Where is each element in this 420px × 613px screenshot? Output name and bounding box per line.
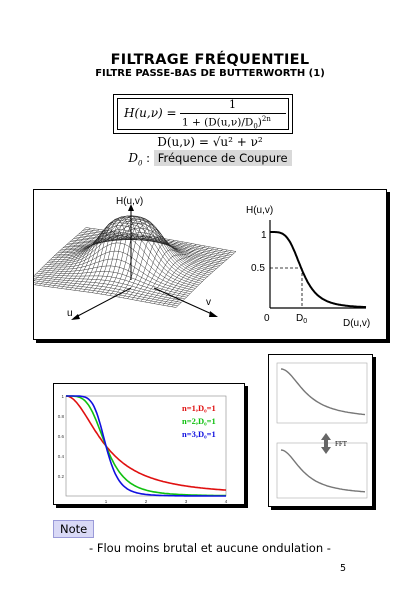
- surface-z-arrow: [128, 204, 134, 211]
- surface-mesh-line: [149, 246, 210, 303]
- x-tick-label: 4: [225, 499, 228, 504]
- plot-area-border: [65, 395, 227, 497]
- fft-bottom-panel: [276, 442, 368, 499]
- fft-illustration: FFT: [268, 354, 373, 507]
- surface-mesh-line: [153, 247, 215, 304]
- surface-mesh-line: [65, 232, 126, 290]
- surface-mesh-line: [43, 229, 104, 287]
- formula-denominator: 1 + (D(u,ν)/D0)2n: [182, 115, 271, 131]
- surface-mesh-line: [162, 249, 223, 306]
- surface-mesh-line: [171, 250, 232, 307]
- surface-mesh-line: [167, 249, 228, 307]
- fft-top-panel: [276, 362, 368, 424]
- surface-mesh-line: [39, 229, 100, 286]
- surface-mesh-line: [92, 215, 153, 293]
- surface-u-axis: [73, 287, 132, 319]
- fraction-bar: [180, 113, 286, 114]
- surface-mesh-line: [78, 222, 140, 292]
- series-line-n3: [66, 395, 226, 497]
- surface-v-label: v: [206, 297, 211, 308]
- formula-lhs: H(u,ν) =: [124, 106, 177, 120]
- legend-entry: n=1,D₀=1: [182, 403, 216, 413]
- y-tick-label: 0.8: [58, 414, 65, 419]
- surface-u-label: u: [67, 308, 73, 319]
- surface-mesh-line: [96, 215, 157, 294]
- surface-mesh-line: [34, 228, 95, 285]
- note-caption: - Flou moins brutal et aucune ondulation…: [89, 541, 331, 555]
- series-line-n1: [65, 395, 227, 491]
- note-badge: Note: [53, 520, 95, 538]
- surface-mesh-line: [114, 220, 175, 297]
- page-title: FILTRAGE FRÉQUENTIEL: [110, 52, 310, 68]
- distance-definition: D(u,ν) = √u² + ν²: [157, 135, 263, 149]
- cutoff-definition: D0 : Fréquence de Coupure: [0, 150, 420, 168]
- surface-mesh-line: [131, 243, 193, 300]
- y-tick-label: 0.2: [58, 474, 65, 479]
- surface-mesh-line: [64, 218, 215, 271]
- x-tick-label: 1: [105, 499, 108, 504]
- surface-mesh-line: [109, 218, 170, 296]
- surface-mesh-line: [61, 232, 122, 289]
- surface-mesh-line: [140, 245, 201, 302]
- butterworth-profile-curve: [270, 231, 367, 309]
- y-tick-label: 0.4: [58, 454, 65, 459]
- fft-top-curve: [280, 368, 366, 416]
- x-tick-label: 2: [145, 499, 148, 504]
- surface-mesh-line: [105, 216, 166, 295]
- legend-entry: n=2,D₀=1: [182, 416, 216, 426]
- surface-mesh-line: [175, 251, 237, 308]
- d0-symbol: D0: [128, 151, 143, 168]
- surface-u-arrow: [71, 314, 80, 320]
- surface-mesh-line: [27, 281, 178, 307]
- curve-ylabel: H(u,v): [246, 205, 273, 216]
- fft-arrow-icon: [321, 433, 331, 454]
- surface-mesh-line: [30, 228, 91, 285]
- d0-colon: :: [146, 151, 151, 165]
- transfer-function-box: H(u,ν) = 1 1 + (D(u,ν)/D0)2n: [113, 94, 293, 134]
- surface-mesh-line: [25, 283, 177, 308]
- surface-mesh-line: [83, 218, 144, 292]
- tick-0: 0: [264, 313, 270, 324]
- surface-v-arrow: [209, 311, 218, 317]
- page-subtitle: FILTRE PASSE-BAS DE BUTTERWORTH (1): [95, 68, 325, 79]
- tick-d0: D0: [296, 313, 307, 325]
- curve-xlabel: D(u,v): [343, 318, 370, 329]
- butterworth-orders-plot: 0.2 0.4 0.6 0.8 1 1 2 3 4 n=1,D₀=1 n=2,D₀=1 n=3,D₀…: [53, 383, 245, 505]
- orders-plot-svg: 0.2 0.4 0.6 0.8 1 1 2 3 4 n=1,D₀=1 n=2,D₀=1 n=3,D₀…: [58, 394, 228, 504]
- surface-v-axis: [153, 287, 215, 316]
- surface-mesh-line: [122, 229, 184, 299]
- y-tick-label: 0.6: [58, 434, 65, 439]
- fft-label: FFT: [335, 440, 348, 448]
- tick-1: 1: [261, 230, 267, 241]
- surface-mesh-line: [144, 245, 206, 303]
- surface-mesh: [25, 215, 237, 308]
- surface-mesh-line: [56, 231, 118, 289]
- surface-mesh-line: [136, 244, 197, 301]
- surface-mesh-line: [87, 216, 148, 293]
- fft-illustration-svg: FFT: [276, 362, 368, 499]
- butterworth-figure-svg: H(u,v) u v H(u,v) 1 0.5 0 D0 D(u,v): [25, 196, 370, 329]
- cutoff-label: Fréquence de Coupure: [153, 150, 292, 166]
- tick-half: 0.5: [251, 263, 265, 274]
- surface-ylabel: H(u,v): [116, 196, 143, 207]
- page-number: 5: [340, 563, 347, 574]
- butterworth-figure: H(u,v) u v H(u,v) 1 0.5 0 D0 D(u,v): [25, 189, 387, 340]
- x-tick-label: 3: [185, 499, 188, 504]
- surface-mesh-line: [69, 233, 131, 290]
- fft-bottom-curve: [280, 449, 366, 493]
- surface-mesh-line: [74, 227, 135, 291]
- surface-mesh-line: [25, 227, 87, 284]
- formula-numerator: 1: [229, 98, 236, 111]
- legend-entry: n=3,D₀=1: [182, 429, 216, 439]
- surface-mesh-line: [127, 235, 188, 299]
- y-tick-label: 1: [61, 394, 64, 399]
